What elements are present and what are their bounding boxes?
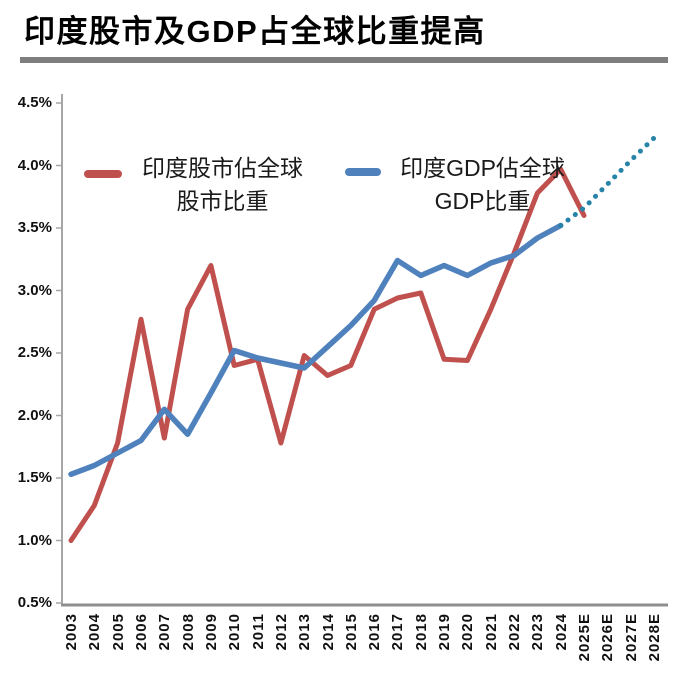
x-axis-label: 2026E [599,613,617,662]
x-axis-label: 2019 [436,613,454,651]
x-axis-label: 2028E [646,613,663,662]
y-axis-label: 1.5% [17,469,52,486]
chart-canvas [56,94,668,607]
x-axis-label: 2015 [342,613,360,651]
x-axis-label: 2009 [202,613,220,651]
x-axis-label: 2007 [156,613,174,651]
y-axis-label: 0.5% [17,594,52,611]
legend-swatch-stock-share [84,170,122,178]
chart-area: 4.5% 4.0% 3.5% 3.0% 2.5% 2.0% 1.5% 1.0% 0.5% 2003… [0,66,690,694]
legend-label-gdp-share: 印度GDP佔全球 GDP比重 [385,152,580,218]
x-axis-label: 2010 [226,613,244,651]
x-axis-label: 2020 [459,613,477,651]
x-axis-label: 2004 [86,613,104,651]
x-axis-label: 2008 [179,613,197,651]
series-line-gdp [68,222,564,478]
x-axis-label: 2025E [576,613,594,662]
x-axis-label: 2016 [366,613,384,651]
y-axis-label: 1.0% [17,531,52,549]
series-line-gdp-forecast [558,135,657,228]
x-axis-label: 2024 [552,613,570,651]
y-axis-label: 4.5% [17,94,52,111]
x-axis-label: 2017 [389,613,407,651]
x-axis-label: 2022 [506,613,524,651]
x-axis-label: 2005 [109,613,127,651]
title-divider [20,57,668,63]
legend-label-line: GDP比重 [434,188,531,214]
x-axis-label: 2013 [296,613,314,651]
x-axis-label: 2021 [482,613,500,651]
legend-label-stock-share: 印度股市佔全球 股市比重 [125,152,320,218]
x-axis-label: 2006 [132,613,150,651]
page-title: 印度股市及GDP占全球比重提高 [24,14,486,49]
legend-label-line: 印度GDP佔全球 [400,155,565,181]
series-line-stock [68,166,587,543]
y-axis-label: 2.0% [17,406,52,424]
y-axis-label: 2.5% [17,344,52,361]
y-axis-label: 3.5% [17,219,52,236]
legend-label-line: 印度股市佔全球 [142,155,303,181]
x-axis-label: 2014 [319,613,337,651]
y-axis-label: 4.0% [17,156,52,174]
x-axis-label: 2023 [529,613,547,651]
x-axis-label: 2027E [622,613,640,662]
x-axis-label: 2003 [63,613,80,651]
x-axis-label: 2011 [249,613,267,650]
legend-swatch-gdp-share [345,168,381,176]
x-axis-label: 2018 [412,613,430,651]
y-axis-label: 3.0% [17,281,52,299]
x-axis-label: 2012 [272,613,290,651]
legend-label-line: 股市比重 [176,188,269,214]
